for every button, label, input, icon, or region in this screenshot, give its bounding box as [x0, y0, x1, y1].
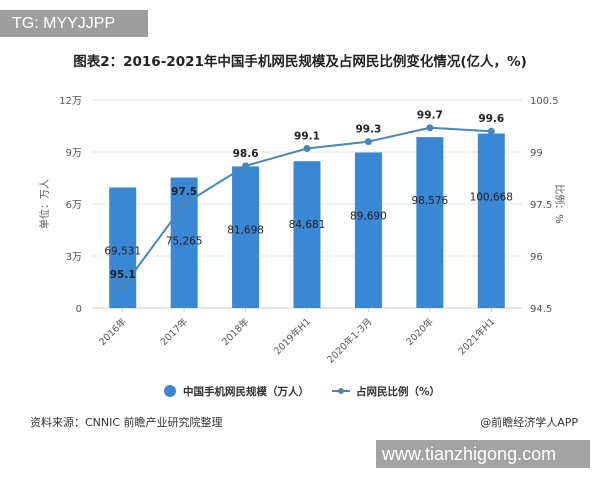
- bar-data-label: 84,681: [289, 219, 326, 231]
- x-tick-label: 2020年: [404, 315, 437, 348]
- bar: [232, 166, 260, 308]
- line-data-label: 95.1: [110, 269, 136, 281]
- watermark-site: www.tianzhigong.com: [376, 440, 590, 468]
- line-data-label: 99.7: [417, 110, 443, 122]
- bar-data-label: 98,576: [411, 195, 448, 207]
- y-right-tick-label: 100.5: [530, 96, 559, 107]
- bar: [354, 152, 382, 308]
- y-right-tick-label: 94.5: [530, 304, 552, 315]
- y-left-tick-label: 12万: [59, 96, 82, 107]
- y-left-axis-label: 单位：万人: [38, 179, 51, 229]
- bar-data-label: 81,698: [227, 224, 264, 236]
- legend-line-label: 占网民比例（%）: [356, 385, 440, 398]
- bar: [293, 161, 321, 308]
- y-left-tick-label: 9万: [66, 148, 82, 159]
- bar: [416, 137, 444, 308]
- x-tick-label: 2017年: [158, 315, 191, 348]
- y-left-tick-label: 0: [76, 304, 82, 315]
- chart-title: 图表2：2016-2021年中国手机网民规模及占网民比例变化情况(亿人，%): [73, 54, 527, 70]
- x-tick-label: 2021年H1: [456, 316, 498, 358]
- x-tick-label: 2018年: [219, 315, 252, 348]
- y-left-tick-label: 3万: [66, 252, 82, 263]
- y-right-tick-label: 99: [530, 148, 543, 159]
- line-point: [303, 145, 311, 153]
- line-point: [242, 162, 250, 170]
- legend-bar-marker: [164, 385, 176, 397]
- source-note: 资料来源：CNNIC 前瞻产业研究院整理: [30, 416, 223, 429]
- bar-data-label: 75,265: [166, 236, 203, 248]
- line-data-label: 98.6: [233, 148, 259, 160]
- y-right-axis-label: 比例：%: [553, 184, 566, 224]
- legend-bar-label: 中国手机网民规模（万人）: [183, 385, 309, 398]
- line-point: [119, 283, 127, 291]
- line-data-label: 99.1: [294, 131, 320, 143]
- header-tag: TG: MYYJJPP: [0, 10, 148, 37]
- line-data-label: 99.6: [478, 113, 504, 125]
- x-tick-label: 2016年: [97, 315, 130, 348]
- y-right-tick-label: 96: [530, 252, 543, 263]
- x-tick-label: 2020年1-3月: [325, 316, 375, 366]
- bar-data-label: 69,531: [104, 245, 141, 257]
- line-point: [364, 138, 372, 146]
- line-point: [487, 127, 495, 135]
- line-point: [180, 200, 188, 208]
- y-left-tick-label: 6万: [66, 200, 82, 211]
- x-tick-label: 2019年H1: [271, 316, 313, 358]
- credit: @前瞻经济学人APP: [480, 416, 578, 429]
- line-point: [426, 124, 434, 132]
- line-data-label: 99.3: [355, 124, 381, 136]
- bar-data-label: 89,690: [350, 211, 387, 223]
- bar-data-label: 100,668: [470, 192, 513, 204]
- line-data-label: 97.5: [171, 186, 197, 198]
- bar: [477, 133, 505, 308]
- y-right-tick-label: 97.5: [530, 200, 552, 211]
- legend-line-point: [338, 388, 344, 394]
